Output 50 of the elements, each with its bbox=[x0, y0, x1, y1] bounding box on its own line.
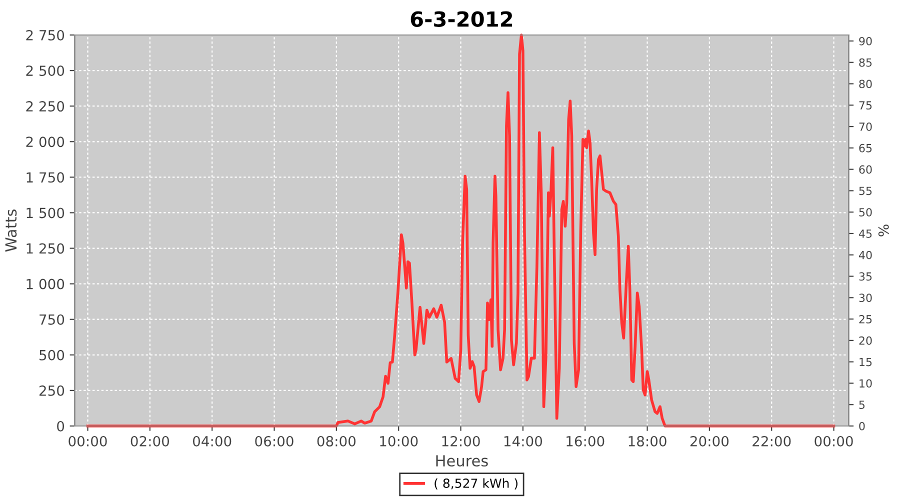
y2-tick-label: 25 bbox=[859, 315, 872, 324]
y2-tick-label: 30 bbox=[859, 294, 872, 302]
y2-tick-label: 0 bbox=[859, 422, 865, 430]
y2-tick-label: 40 bbox=[858, 250, 872, 260]
x-tick-label: 20:00 bbox=[690, 436, 729, 446]
y2-tick-label: 90 bbox=[859, 36, 872, 46]
y-tick-label: 1 250 bbox=[26, 243, 64, 254]
y2-tick-label: 45 bbox=[858, 230, 872, 238]
x-tick-label: 12:00 bbox=[442, 436, 480, 446]
x-tick-label: 22:00 bbox=[752, 436, 791, 446]
y2-tick-label: 80 bbox=[859, 80, 872, 88]
x-tick-label: 14:00 bbox=[504, 436, 542, 446]
y-tick-label: 750 bbox=[40, 314, 64, 325]
y-tick-label: 1 500 bbox=[26, 208, 64, 218]
y-tick-label: 2 000 bbox=[26, 136, 64, 148]
y-axis-title: Watts bbox=[5, 210, 17, 252]
x-tick-label: 18:00 bbox=[628, 436, 666, 446]
x-tick-label: 10:00 bbox=[380, 436, 418, 446]
y-tick-label: 2 250 bbox=[26, 101, 64, 112]
y2-axis-title: % bbox=[878, 224, 889, 236]
y2-tick-label: 50 bbox=[859, 208, 872, 216]
y2-tick-label: 70 bbox=[859, 122, 872, 131]
x-tick-label: 08:00 bbox=[317, 436, 356, 446]
y2-tick-label: 55 bbox=[859, 186, 872, 196]
y2-tick-label: 5 bbox=[859, 400, 865, 409]
y-tick-label: 2 500 bbox=[26, 66, 64, 76]
x-tick-label: 02:00 bbox=[130, 436, 170, 446]
y-tick-label: 250 bbox=[39, 385, 64, 396]
x-tick-label: 00:00 bbox=[68, 436, 107, 446]
legend-label: ( 8,527 kWh ) bbox=[434, 478, 518, 490]
y2-tick-label: 35 bbox=[859, 272, 872, 281]
y-tick-label: 2 750 bbox=[26, 30, 64, 40]
x-tick-label: 06:00 bbox=[255, 436, 294, 446]
y2-tick-label: 65 bbox=[859, 144, 872, 152]
x-tick-label: 16:00 bbox=[566, 436, 604, 446]
y2-tick-label: 20 bbox=[859, 336, 872, 345]
y2-tick-label: 10 bbox=[860, 379, 872, 388]
y2-tick-label: 75 bbox=[859, 101, 872, 110]
y-tick-label: 0 bbox=[57, 420, 64, 432]
chart-title: 6-3-2012 bbox=[410, 11, 512, 27]
line-series bbox=[86, 34, 836, 428]
x-tick-label: 04:00 bbox=[192, 436, 232, 446]
y2-tick-label: 85 bbox=[859, 58, 872, 67]
y-tick-label: 1 000 bbox=[26, 278, 64, 290]
x-tick-label: 00:00 bbox=[814, 436, 853, 446]
x-axis-title: Heures bbox=[436, 455, 488, 467]
y2-tick-label: 15 bbox=[860, 358, 872, 366]
y-tick-label: 1 750 bbox=[26, 172, 64, 183]
y-tick-label: 500 bbox=[40, 350, 64, 360]
y2-tick-label: 60 bbox=[859, 165, 872, 174]
